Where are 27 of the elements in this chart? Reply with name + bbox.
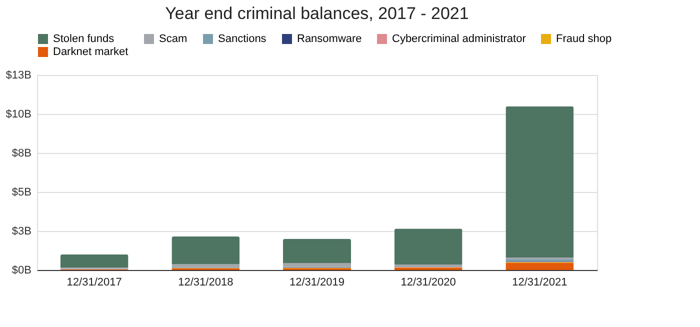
y-tick-label: $10B (6, 108, 32, 120)
y-tick-label: $3B (12, 226, 32, 238)
legend-label: Cybercriminal administrator (392, 33, 526, 45)
x-tick-label: 12/31/2020 (400, 276, 456, 288)
x-tick-label: 12/31/2019 (289, 276, 345, 288)
bar (283, 262, 351, 267)
bar (394, 228, 462, 265)
legend-label: Ransomware (297, 33, 362, 45)
legend-label: Scam (159, 33, 188, 45)
legend-label: Fraud shop (556, 33, 612, 45)
legend-label: Stolen funds (53, 33, 115, 45)
y-tick-label: $5B (12, 186, 32, 198)
bar (506, 262, 574, 270)
legend-label: Darknet market (53, 46, 128, 58)
x-tick-label: 12/31/2018 (178, 276, 234, 288)
bar (506, 106, 574, 258)
chart-title: Year end criminal balances, 2017 - 2021 (165, 4, 469, 23)
bar (60, 254, 128, 268)
x-tick-label: 12/31/2021 (512, 276, 568, 288)
x-tick-label: 12/31/2017 (66, 276, 122, 288)
y-tick-label: $8B (12, 148, 32, 160)
bar (172, 236, 240, 264)
bar (283, 238, 351, 263)
y-tick-label: $13B (6, 70, 32, 82)
legend-label: Sanctions (218, 33, 267, 45)
y-tick-label: $0B (12, 264, 32, 276)
bar (172, 264, 240, 268)
